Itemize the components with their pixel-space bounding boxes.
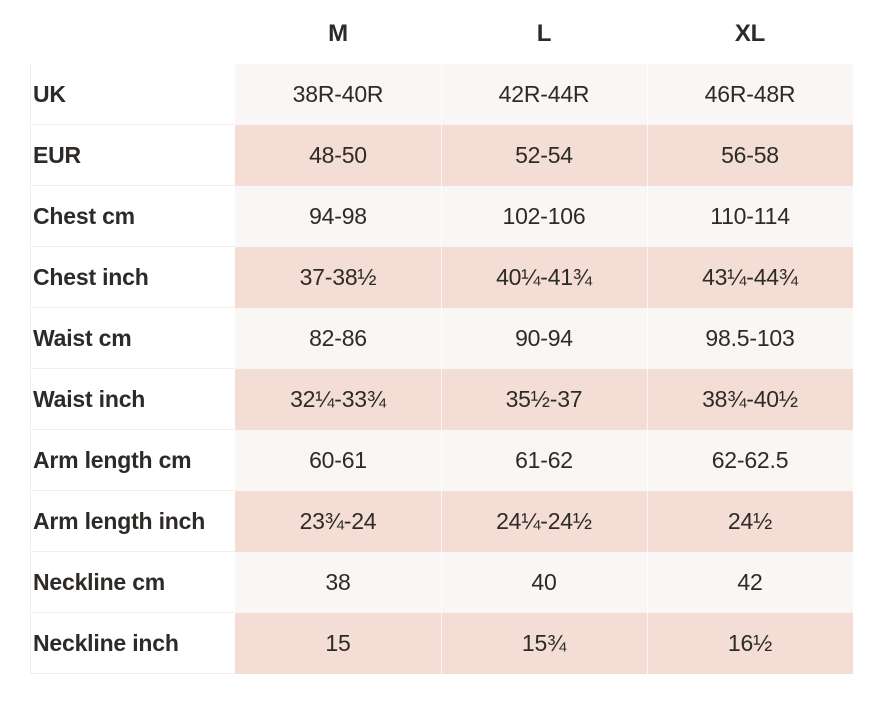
size-value-m: 15 bbox=[235, 613, 441, 674]
measurement-label: Arm length inch bbox=[30, 491, 235, 552]
size-value-l: 90-94 bbox=[441, 308, 647, 369]
header-spacer-cell bbox=[30, 4, 235, 64]
size-chart-row: EUR 48-50 52-54 56-58 bbox=[30, 125, 853, 186]
size-chart-row: UK 38R-40R 42R-44R 46R-48R bbox=[30, 64, 853, 125]
measurement-label: Waist cm bbox=[30, 308, 235, 369]
measurement-label: UK bbox=[30, 64, 235, 125]
size-value-l: 102-106 bbox=[441, 186, 647, 247]
size-value-m: 94-98 bbox=[235, 186, 441, 247]
size-value-xl: 110-114 bbox=[647, 186, 853, 247]
size-value-m: 37-38½ bbox=[235, 247, 441, 308]
size-value-xl: 46R-48R bbox=[647, 64, 853, 125]
size-value-xl: 98.5-103 bbox=[647, 308, 853, 369]
size-value-l: 42R-44R bbox=[441, 64, 647, 125]
size-chart-row: Waist inch 32¼-33¾ 35½-37 38¾-40½ bbox=[30, 369, 853, 430]
size-value-xl: 24½ bbox=[647, 491, 853, 552]
size-value-m: 38R-40R bbox=[235, 64, 441, 125]
size-value-l: 40 bbox=[441, 552, 647, 613]
size-value-xl: 56-58 bbox=[647, 125, 853, 186]
size-value-xl: 16½ bbox=[647, 613, 853, 674]
measurement-label: Chest cm bbox=[30, 186, 235, 247]
size-value-m: 60-61 bbox=[235, 430, 441, 491]
size-column-header-m: M bbox=[328, 20, 348, 47]
size-value-l: 40¼-41¾ bbox=[441, 247, 647, 308]
size-value-xl: 38¾-40½ bbox=[647, 369, 853, 430]
size-chart-row: Neckline inch 15 15¾ 16½ bbox=[30, 613, 853, 674]
size-column-header-l: L bbox=[536, 20, 552, 47]
size-chart-row: Arm length cm 60-61 61-62 62-62.5 bbox=[30, 430, 853, 491]
size-value-m: 32¼-33¾ bbox=[235, 369, 441, 430]
size-column-header-xl: XL bbox=[734, 20, 766, 47]
size-chart-body: UK 38R-40R 42R-44R 46R-48R EUR 48-50 52-… bbox=[30, 64, 853, 674]
measurement-label: Neckline cm bbox=[30, 552, 235, 613]
size-chart-header-row: M L XL bbox=[30, 4, 853, 64]
size-chart-row: Chest cm 94-98 102-106 110-114 bbox=[30, 186, 853, 247]
size-value-xl: 43¼-44¾ bbox=[647, 247, 853, 308]
size-chart-row: Waist cm 82-86 90-94 98.5-103 bbox=[30, 308, 853, 369]
size-value-l: 24¼-24½ bbox=[441, 491, 647, 552]
size-chart-row: Arm length inch 23¾-24 24¼-24½ 24½ bbox=[30, 491, 853, 552]
measurement-label: Arm length cm bbox=[30, 430, 235, 491]
size-chart-row: Chest inch 37-38½ 40¼-41¾ 43¼-44¾ bbox=[30, 247, 853, 308]
size-value-l: 35½-37 bbox=[441, 369, 647, 430]
measurement-label: Chest inch bbox=[30, 247, 235, 308]
size-chart-row: Neckline cm 38 40 42 bbox=[30, 552, 853, 613]
size-value-xl: 42 bbox=[647, 552, 853, 613]
measurement-label: EUR bbox=[30, 125, 235, 186]
size-value-l: 15¾ bbox=[441, 613, 647, 674]
size-value-l: 61-62 bbox=[441, 430, 647, 491]
measurement-label: Neckline inch bbox=[30, 613, 235, 674]
size-value-m: 82-86 bbox=[235, 308, 441, 369]
size-chart-table: M L XL UK 38R-40R 42R-44R 46R-48R EUR 48… bbox=[30, 4, 853, 674]
size-value-m: 38 bbox=[235, 552, 441, 613]
measurement-label: Waist inch bbox=[30, 369, 235, 430]
size-value-xl: 62-62.5 bbox=[647, 430, 853, 491]
size-value-m: 48-50 bbox=[235, 125, 441, 186]
size-value-m: 23¾-24 bbox=[235, 491, 441, 552]
size-value-l: 52-54 bbox=[441, 125, 647, 186]
